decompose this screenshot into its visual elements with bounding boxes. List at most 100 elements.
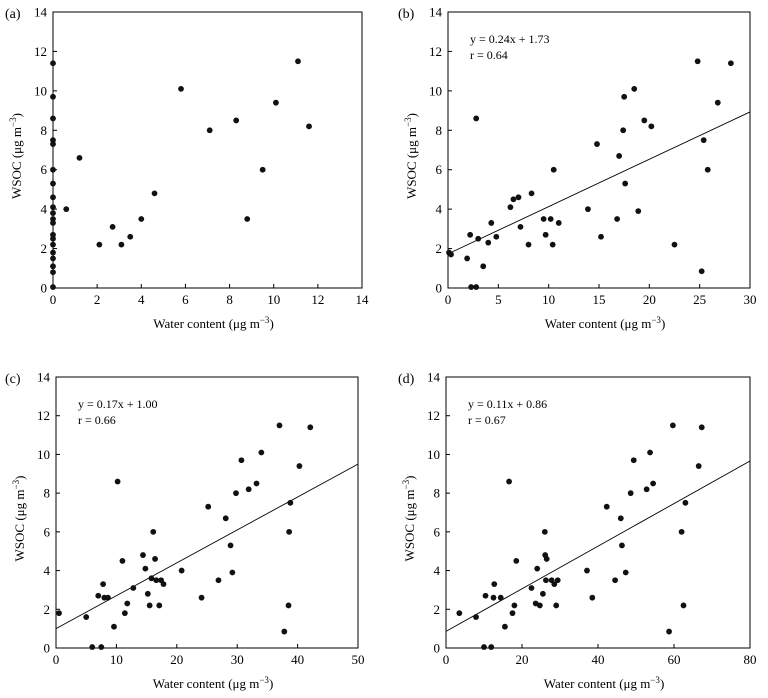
x-tick-label: 30: [231, 652, 244, 667]
data-point: [619, 542, 625, 549]
x-tick-label: 25: [693, 292, 706, 307]
x-tick-label: 5: [495, 292, 502, 307]
data-point: [603, 503, 610, 510]
x-tick-label: 10: [110, 652, 123, 667]
data-point: [142, 565, 149, 572]
data-point: [50, 204, 56, 211]
data-point: [121, 610, 128, 617]
regression-annotation: r = 0.66: [78, 413, 116, 427]
x-tick-label: 10: [542, 292, 555, 307]
y-tick-label: 10: [427, 447, 440, 462]
y-tick-label: 0: [436, 281, 443, 296]
regression-annotation: r = 0.67: [468, 413, 506, 427]
data-point: [205, 503, 212, 510]
x-tick-label: 2: [94, 292, 101, 307]
data-point: [50, 241, 56, 248]
data-point: [643, 486, 650, 493]
regression-line: [55, 463, 359, 630]
data-point: [614, 216, 621, 222]
data-point: [109, 223, 116, 230]
y-tick-label: 14: [429, 5, 443, 20]
data-point: [635, 208, 642, 215]
data-point: [295, 58, 301, 65]
data-point: [206, 127, 213, 134]
plot-frame: [55, 376, 359, 649]
data-point: [50, 269, 56, 276]
regression-annotation: y = 0.24x + 1.73: [470, 32, 550, 46]
data-point: [473, 614, 479, 620]
data-point: [50, 255, 56, 262]
data-point: [700, 137, 707, 144]
data-point: [50, 93, 56, 100]
data-point: [497, 594, 504, 601]
y-tick-label: 8: [44, 486, 51, 501]
data-point: [273, 99, 279, 106]
panel-label: (b): [398, 7, 415, 22]
data-point: [153, 577, 160, 584]
data-point: [641, 117, 648, 124]
data-point: [669, 422, 676, 429]
data-point: [585, 206, 591, 213]
data-point: [513, 557, 520, 564]
x-tick-label: 0: [443, 652, 450, 667]
x-tick-label: 50: [352, 652, 365, 667]
data-point: [118, 241, 125, 248]
panel-a: (a) 0 2 4 6 8 10 12 14 0 2 4 6 8 10 12 14 Water content (…: [5, 5, 369, 332]
data-point: [622, 180, 629, 187]
y-tick-label: 12: [427, 408, 440, 423]
data-point: [178, 567, 185, 574]
data-point: [584, 567, 590, 574]
x-tick-label: 10: [267, 292, 280, 307]
data-point: [528, 190, 535, 197]
regression-line: [447, 111, 751, 255]
data-point: [666, 628, 672, 635]
data-point: [695, 463, 702, 469]
data-point: [100, 581, 107, 588]
y-tick-label: 6: [436, 162, 443, 177]
data-point: [493, 233, 500, 240]
data-point: [694, 58, 701, 65]
data-point: [140, 552, 146, 558]
data-point: [598, 233, 604, 240]
data-point: [485, 239, 492, 246]
y-tick-label: 6: [44, 524, 51, 539]
data-point: [542, 231, 549, 238]
plot-frame: [52, 11, 363, 289]
data-point: [650, 480, 656, 487]
y-tick-label: 4: [436, 202, 443, 217]
data-point: [222, 515, 229, 522]
data-point: [76, 154, 83, 161]
y-tick-label: 0: [44, 641, 51, 656]
data-point: [620, 127, 627, 134]
data-point: [160, 581, 167, 588]
y-tick-label: 2: [436, 241, 443, 256]
y-axis-label: WSOC (μg m−3): [401, 476, 417, 562]
data-point: [127, 233, 134, 240]
data-point: [89, 644, 96, 650]
data-point: [680, 602, 687, 609]
x-tick-label: 20: [170, 652, 183, 667]
data-point: [119, 557, 126, 564]
data-point: [481, 644, 487, 650]
data-point: [50, 284, 56, 290]
data-point: [124, 600, 131, 607]
data-point: [525, 241, 532, 248]
x-axis-label: Water content (μg m−3): [544, 675, 665, 691]
data-point: [473, 115, 480, 122]
panel-label: (d): [398, 372, 415, 387]
data-point: [517, 223, 524, 230]
data-point: [215, 577, 222, 584]
data-point: [95, 592, 102, 599]
data-point: [258, 449, 265, 456]
data-point: [698, 424, 705, 431]
data-point: [130, 585, 137, 591]
data-point: [541, 528, 548, 535]
data-point: [491, 581, 498, 588]
data-point: [245, 486, 252, 493]
data-point: [50, 166, 56, 173]
data-point: [50, 263, 56, 270]
data-point: [148, 575, 155, 582]
x-tick-label: 80: [744, 652, 757, 667]
data-point: [594, 141, 600, 147]
x-axis-label: Water content (μg m−3): [153, 315, 274, 331]
